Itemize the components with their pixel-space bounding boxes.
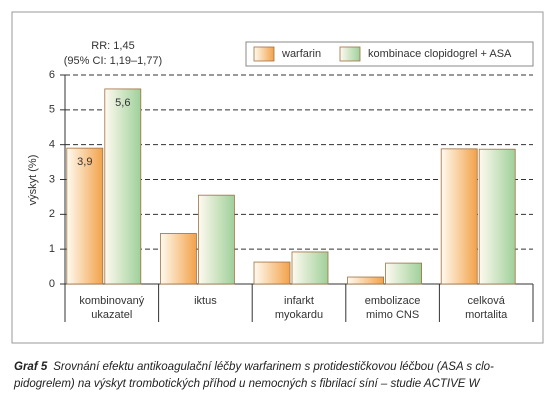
data-label: 5,6 bbox=[115, 97, 130, 109]
y-tick-label: 2 bbox=[49, 208, 55, 220]
y-tick-label: 6 bbox=[49, 69, 55, 81]
legend-label: kombinace clopidogrel + ASA bbox=[368, 48, 512, 60]
annotation: (95% CI: 1,19–1,77) bbox=[64, 55, 162, 67]
legend-swatch bbox=[339, 46, 361, 62]
bar bbox=[385, 262, 423, 285]
caption-label: Graf 5 bbox=[14, 361, 48, 373]
x-tick-label: kombinovaný ukazatel bbox=[79, 295, 145, 321]
caption-line: Srovnání efektu antikoagulační léčby war… bbox=[53, 361, 494, 373]
legend-label: warfarin bbox=[281, 48, 321, 60]
caption: Graf 5 Srovnání efektu antikoagulační léč… bbox=[14, 359, 546, 393]
bar bbox=[347, 276, 385, 285]
legend-box bbox=[245, 41, 534, 67]
bar bbox=[440, 148, 478, 285]
bar bbox=[291, 251, 329, 285]
y-tick-label: 0 bbox=[49, 278, 55, 290]
y-tick-label: 3 bbox=[49, 173, 55, 185]
x-tick-label: embolizace mimo CNS bbox=[364, 295, 421, 321]
bar bbox=[253, 261, 291, 285]
bar bbox=[66, 147, 104, 285]
chart-frame bbox=[11, 11, 544, 344]
bar bbox=[159, 233, 197, 285]
legend-swatch bbox=[253, 46, 275, 62]
data-label: 3,9 bbox=[77, 156, 92, 168]
y-tick-label: 5 bbox=[49, 104, 55, 116]
y-axis-title: výskyt (%) bbox=[27, 155, 39, 206]
x-tick-label: celková mortalita bbox=[465, 295, 508, 321]
bar bbox=[104, 88, 142, 285]
caption-line: pidogrelem) na výskyt trombotických příh… bbox=[14, 378, 480, 390]
y-tick-label: 1 bbox=[49, 243, 55, 255]
annotation: RR: 1,45 bbox=[91, 40, 134, 52]
bar bbox=[197, 194, 235, 285]
x-tick-label: infarkt myokardu bbox=[274, 295, 324, 321]
x-tick-label: iktus bbox=[194, 295, 217, 307]
bar bbox=[478, 148, 516, 285]
y-tick-label: 4 bbox=[49, 139, 55, 151]
